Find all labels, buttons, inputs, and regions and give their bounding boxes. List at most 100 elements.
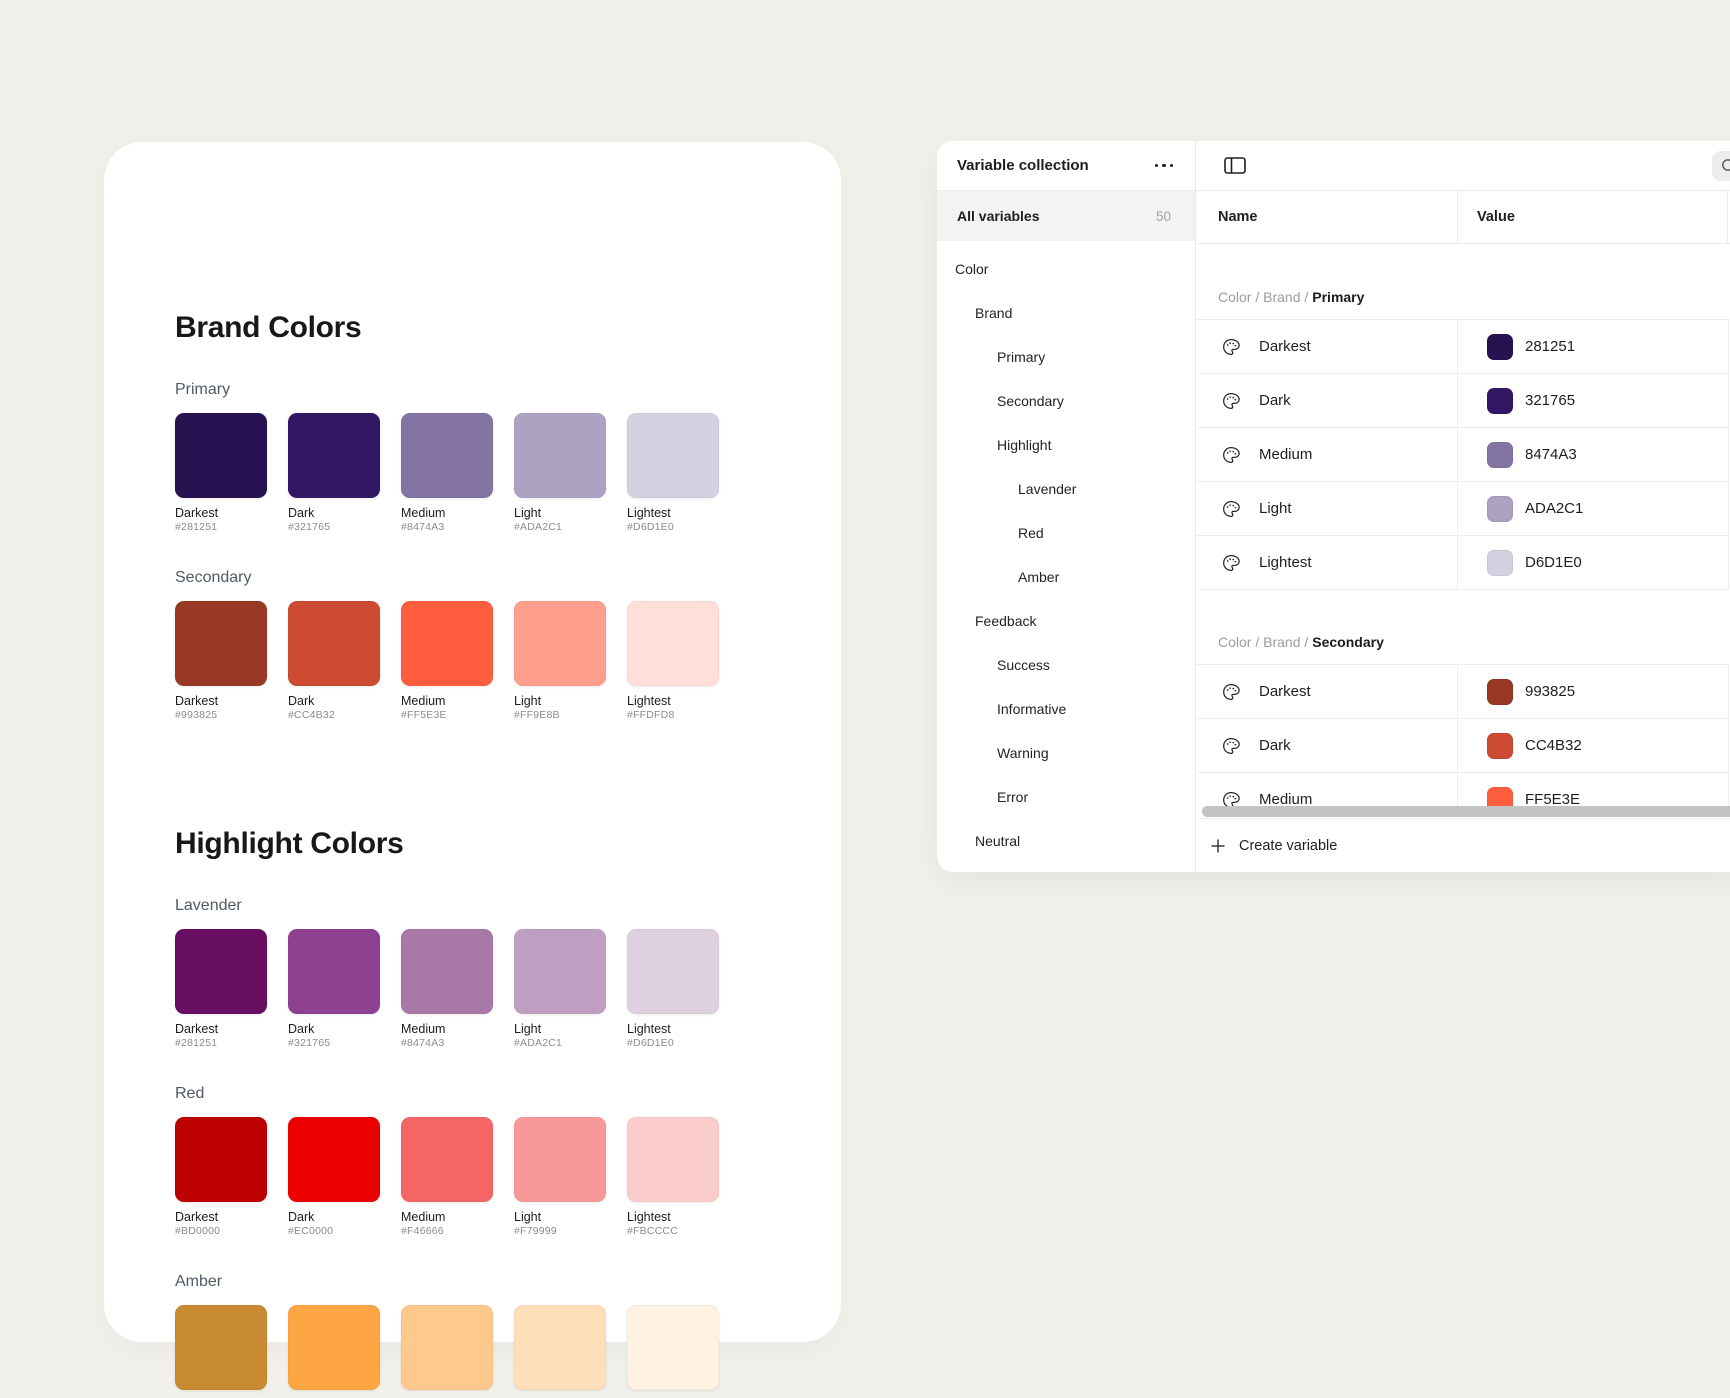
color-chip[interactable]: [1487, 732, 1513, 759]
color-chip[interactable]: [1487, 441, 1513, 468]
color-swatch[interactable]: [627, 1117, 719, 1202]
color-swatch[interactable]: [288, 929, 380, 1014]
tree-item[interactable]: Amber: [1018, 569, 1060, 585]
color-swatch[interactable]: [175, 1117, 267, 1202]
swatch-hex-label: #FFDFD8: [627, 709, 675, 721]
swatch-cell: Darkest #281251: [175, 413, 267, 534]
color-swatch[interactable]: [288, 1305, 380, 1390]
variable-name-cell: Medium: [1197, 428, 1458, 481]
variable-row[interactable]: Darkest 281251: [1197, 319, 1729, 373]
tree-item[interactable]: Success: [997, 657, 1050, 673]
swatch-cell: Darkest #281251: [175, 929, 267, 1050]
search-button[interactable]: [1712, 151, 1730, 181]
color-swatch[interactable]: [175, 413, 267, 498]
variable-name: Medium: [1259, 446, 1313, 463]
variable-name: Medium: [1259, 791, 1313, 806]
color-swatch[interactable]: [401, 1305, 493, 1390]
tree-item[interactable]: Red: [1018, 525, 1044, 541]
tree-item[interactable]: Lavender: [1018, 481, 1077, 497]
breadcrumb-prefix: Color / Brand /: [1218, 289, 1309, 305]
color-swatch[interactable]: [288, 601, 380, 686]
swatch-shade-name: Medium: [401, 694, 446, 708]
swatch-cell: Dark #321765: [288, 413, 380, 534]
color-swatch[interactable]: [627, 413, 719, 498]
variable-row[interactable]: Dark CC4B32: [1197, 718, 1729, 772]
section-label: Red: [175, 1085, 205, 1102]
swatch-shade-name: Dark: [288, 506, 315, 520]
variable-row[interactable]: Light ADA2C1: [1197, 481, 1729, 535]
palette-icon: [1221, 790, 1241, 806]
variable-row[interactable]: Lightest D6D1E0: [1197, 535, 1729, 589]
color-swatch[interactable]: [175, 1305, 267, 1390]
palette-icon: [1221, 337, 1241, 357]
create-variable-label: Create variable: [1239, 837, 1338, 854]
tree-item[interactable]: Secondary: [997, 393, 1064, 409]
swatch-shade-name: Dark: [288, 1210, 315, 1224]
color-swatch[interactable]: [514, 929, 606, 1014]
tree-item[interactable]: Error: [997, 789, 1029, 805]
variable-name: Darkest: [1259, 683, 1311, 700]
color-swatch[interactable]: [514, 1305, 606, 1390]
color-swatch[interactable]: [288, 413, 380, 498]
variable-row[interactable]: Darkest 993825: [1197, 664, 1729, 718]
color-swatch[interactable]: [401, 929, 493, 1014]
tree-item[interactable]: Warning: [997, 745, 1049, 761]
color-swatch[interactable]: [401, 413, 493, 498]
swatch-shade-name: Lightest: [627, 506, 671, 520]
color-chip[interactable]: [1487, 549, 1513, 576]
tree-item[interactable]: Feedback: [975, 613, 1037, 629]
color-swatch[interactable]: [627, 929, 719, 1014]
tree-item[interactable]: Highlight: [997, 437, 1052, 453]
color-swatch[interactable]: [288, 1117, 380, 1202]
swatch-cell: [401, 1305, 493, 1398]
variable-row[interactable]: Medium FF5E3E: [1197, 772, 1729, 806]
swatch-shade-name: Lightest: [627, 1022, 671, 1036]
variable-value-cell: ADA2C1: [1458, 482, 1729, 535]
create-variable-button[interactable]: Create variable: [1197, 818, 1730, 872]
swatch-cell: [288, 1305, 380, 1398]
color-swatch[interactable]: [175, 601, 267, 686]
color-swatch[interactable]: [514, 601, 606, 686]
tree-item[interactable]: Primary: [997, 349, 1046, 365]
swatch-hex-label: #ADA2C1: [514, 1037, 563, 1049]
swatch-hex-label: #281251: [175, 521, 218, 533]
color-chip[interactable]: [1487, 387, 1513, 414]
color-swatch[interactable]: [627, 1305, 719, 1390]
tree-item[interactable]: Brand: [975, 305, 1013, 321]
variable-hex-value: D6D1E0: [1525, 554, 1582, 571]
swatch-hex-label: #993825: [175, 709, 218, 721]
color-swatch[interactable]: [514, 413, 606, 498]
swatch-cell: [175, 1305, 267, 1398]
horizontal-scrollbar[interactable]: [1202, 806, 1730, 818]
tree-item[interactable]: Neutral: [975, 833, 1021, 849]
variable-name-cell: Darkest: [1197, 665, 1458, 718]
scrollbar-thumb[interactable]: [1202, 806, 1730, 817]
variable-hex-value: 8474A3: [1525, 446, 1577, 463]
sidebar-toggle-button[interactable]: [1224, 157, 1246, 174]
color-swatch[interactable]: [401, 1117, 493, 1202]
color-chip[interactable]: [1487, 333, 1513, 360]
sidebar-toggle-icon: [1224, 157, 1246, 174]
tree-item[interactable]: Color: [955, 261, 989, 277]
color-chip[interactable]: [1487, 678, 1513, 705]
sidebar-item-all-variables[interactable]: All variables 50: [937, 191, 1195, 241]
variable-row[interactable]: Medium 8474A3: [1197, 427, 1729, 481]
swatch-row: Darkest #281251 Dark #321765 Medium #847…: [175, 413, 841, 534]
color-swatch[interactable]: [401, 601, 493, 686]
swatch-row: [175, 1305, 841, 1398]
breadcrumb-group-name: Secondary: [1312, 634, 1384, 650]
color-swatch[interactable]: [627, 601, 719, 686]
color-chip[interactable]: [1487, 786, 1513, 806]
swatch-shade-name: Darkest: [175, 694, 219, 708]
tree-item[interactable]: Informative: [997, 701, 1067, 717]
design-board[interactable]: Brand Colors Primary Darkest #281251 Dar…: [104, 142, 841, 1390]
swatch-hex-label: #281251: [175, 1037, 218, 1049]
collection-menu-button[interactable]: [1154, 160, 1173, 172]
color-swatch[interactable]: [514, 1117, 606, 1202]
color-chip[interactable]: [1487, 495, 1513, 522]
column-header-name: Name: [1197, 191, 1458, 243]
variable-row[interactable]: Dark 321765: [1197, 373, 1729, 427]
color-swatch[interactable]: [175, 929, 267, 1014]
swatch-cell: Darkest #993825: [175, 601, 267, 722]
variable-value-cell: 993825: [1458, 665, 1729, 718]
